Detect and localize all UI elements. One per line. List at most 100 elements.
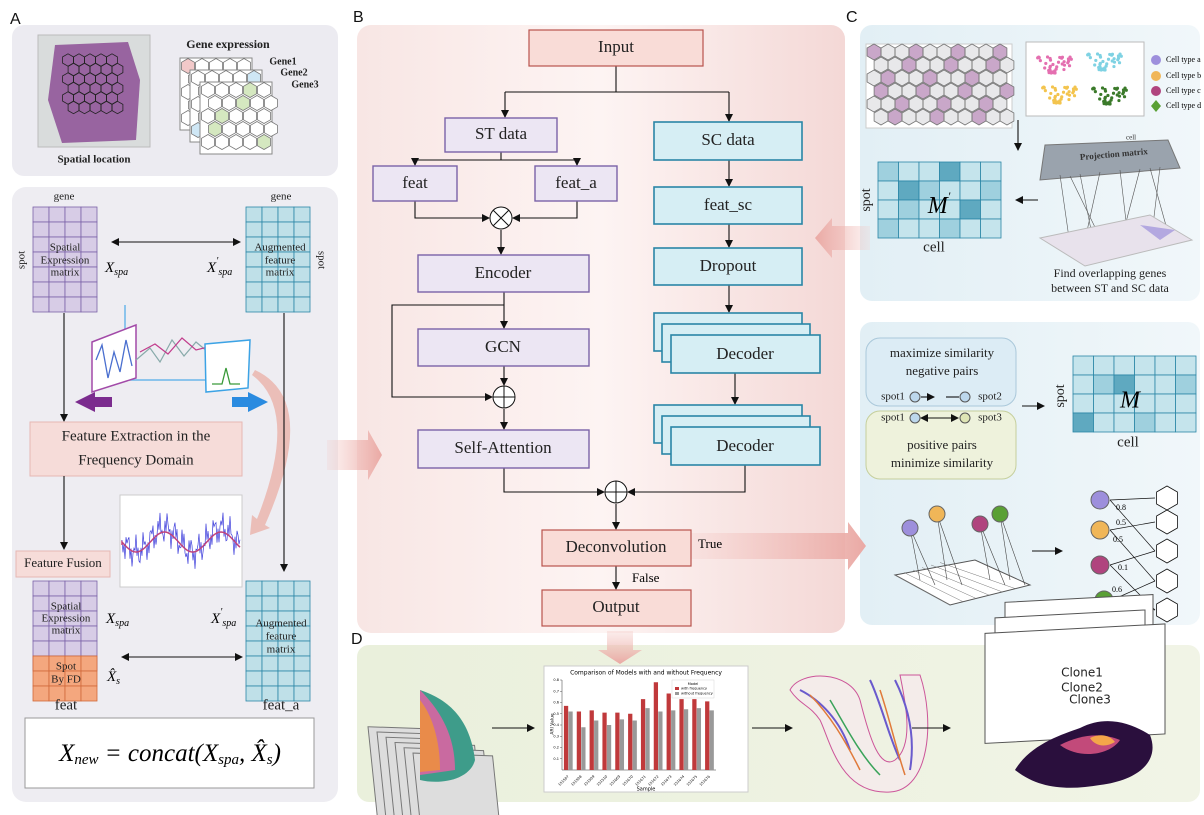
feature-extraction-box (29, 421, 243, 477)
feat-a-box (534, 165, 618, 202)
matrix-label: matrix (266, 267, 295, 279)
hexagon (887, 108, 903, 126)
cell (918, 161, 940, 182)
negative-pairs-box (865, 337, 1017, 407)
encoder-box (417, 254, 590, 293)
hexagon (866, 95, 882, 113)
formula: Xnew = concat(Xspa, X̂s) (58, 739, 281, 769)
matrix-label: Spatial (50, 242, 81, 254)
hexagon (992, 43, 1008, 61)
cell (293, 670, 311, 687)
hexagon (936, 43, 952, 61)
hexagon (908, 69, 924, 87)
cell-dot (1048, 56, 1052, 61)
matrix-label: Augmented (255, 618, 307, 630)
cell-dot (1113, 86, 1117, 91)
gene-label: Gene3 (291, 79, 318, 90)
cell (898, 218, 920, 239)
cell (277, 281, 295, 298)
hexagon (992, 69, 1008, 87)
cell (1072, 374, 1094, 395)
hexagon (943, 56, 959, 74)
cell (261, 595, 279, 612)
cell (293, 685, 311, 702)
cell-dot (1086, 53, 1090, 57)
cell-dot (1049, 71, 1053, 75)
cell (80, 266, 98, 283)
cell (971, 515, 989, 533)
feature-fusion-box (15, 550, 111, 578)
caption: Find overlapping genes (1054, 266, 1167, 280)
spot-grid (866, 43, 1015, 126)
box-label: Decoder (716, 436, 774, 455)
cell (1175, 355, 1197, 376)
hexagon (243, 82, 257, 98)
flow-arrow (690, 522, 866, 570)
hexagon (257, 108, 271, 124)
output-box (541, 589, 692, 627)
cell (877, 180, 899, 201)
box-label: Dropout (700, 256, 757, 275)
legend-entry: Cell type b (1166, 71, 1201, 80)
cell-dot (1051, 62, 1055, 67)
cell (1093, 374, 1115, 395)
cell (293, 296, 311, 313)
cell-dot (1122, 95, 1127, 99)
cell (245, 685, 263, 702)
symbol: Xspa (105, 611, 129, 629)
cell-dot (1099, 92, 1103, 97)
bar (568, 711, 573, 770)
cell (32, 236, 50, 253)
cell (48, 580, 66, 597)
cell-dot (1106, 93, 1110, 98)
cell-dot (1049, 91, 1053, 96)
link (936, 513, 963, 586)
cell (959, 161, 981, 182)
cell-dot (1112, 64, 1116, 69)
cell-dot (1053, 86, 1057, 91)
cell (245, 670, 263, 687)
cell (1113, 412, 1135, 433)
y-tick-label: 0.4 (553, 723, 559, 727)
umap-plot (1025, 41, 1145, 117)
gene-label: Gene1 (269, 56, 296, 67)
box-label: Deconvolution (565, 537, 667, 556)
formula-part: = concat(X (99, 740, 220, 767)
cell-dot (1103, 96, 1107, 101)
axis-label: spot (315, 251, 327, 269)
cell (959, 199, 981, 220)
cell-dot (1108, 101, 1112, 105)
formula-part: , X̂ (239, 739, 269, 767)
cell (1113, 355, 1135, 376)
symbol-sub: s (116, 676, 120, 687)
box-label: Feature Extraction in the (62, 428, 211, 444)
panel-label: D (351, 631, 363, 648)
self-attention-box (417, 429, 590, 469)
hexagon (929, 82, 945, 100)
bar (679, 699, 684, 770)
box-label: Feature Fusion (24, 555, 102, 570)
matrix-label: feature (265, 255, 296, 267)
hexagon (901, 56, 917, 74)
gene-label: Gene2 (280, 67, 307, 78)
cell-dot (1073, 85, 1077, 89)
hexagon (992, 95, 1008, 113)
cell (277, 580, 295, 597)
cell (80, 640, 98, 657)
formula-part: ) (271, 740, 281, 767)
cell (277, 655, 295, 672)
bar (576, 711, 582, 770)
cell (293, 251, 311, 268)
cell (277, 221, 295, 238)
hexagon (208, 95, 222, 111)
hexagon (936, 95, 952, 113)
hexagon (880, 95, 896, 113)
branch-label: False (632, 570, 660, 585)
cell (80, 625, 98, 642)
bar (619, 719, 625, 770)
axis-label: cell (1117, 434, 1139, 450)
matrix-symbol: M (1119, 388, 1142, 414)
cell-dot (1105, 62, 1109, 66)
box-label: positive pairs (907, 437, 977, 452)
symbol-sub: spa (218, 267, 232, 278)
